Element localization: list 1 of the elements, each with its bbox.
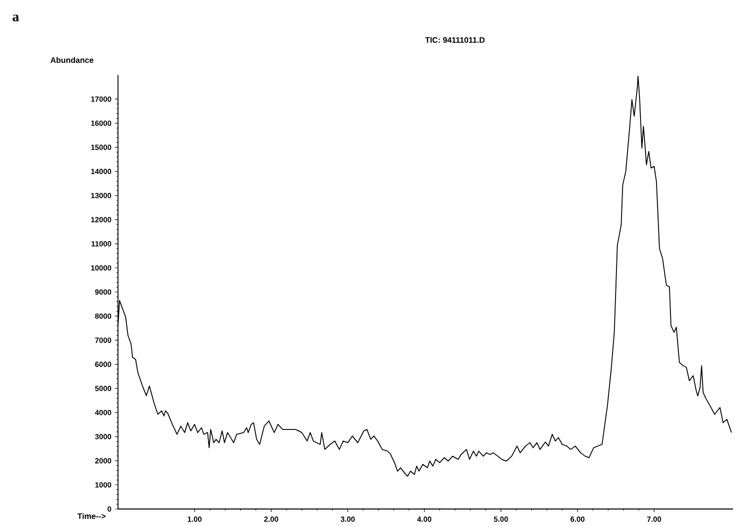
text: a bbox=[12, 14, 19, 22]
